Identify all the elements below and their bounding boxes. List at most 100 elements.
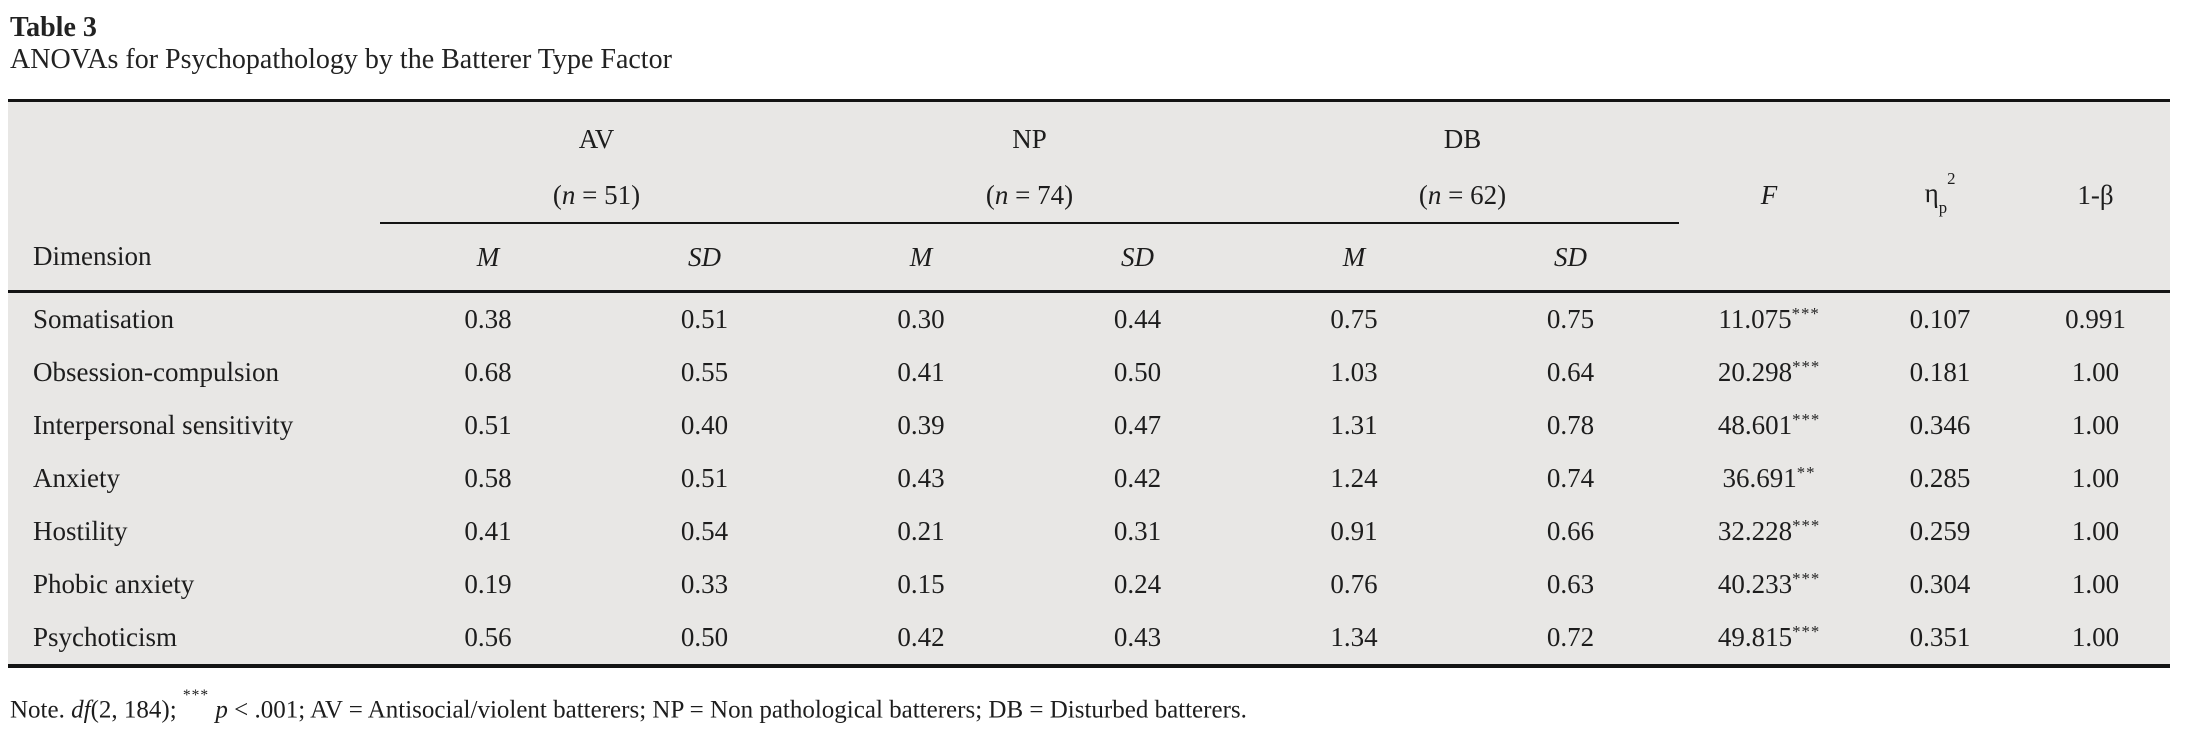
dimension-cell: Obsession-compulsion (33, 357, 279, 387)
np-sd-cell: 0.47 (1113, 410, 1162, 440)
np-m-column-header: M (813, 223, 1029, 293)
np-sd-cell: 0.44 (1113, 304, 1162, 334)
eta-squared-cell: 0.346 (1909, 410, 1971, 440)
power-cell: 1.00 (2071, 410, 2120, 440)
db-m-cell: 1.31 (1330, 410, 1378, 440)
np-m-cell: 0.39 (897, 410, 945, 440)
np-m-cell: 0.21 (897, 516, 945, 546)
np-sd-cell: 0.42 (1113, 463, 1162, 493)
av-sd-column-header: SD (596, 223, 813, 293)
av-m-cell: 0.58 (464, 463, 512, 493)
db-sd-column-header: SD (1462, 223, 1680, 293)
f-cell: 36.691** (1722, 462, 1816, 493)
power-cell: 1.00 (2071, 357, 2120, 387)
table-note: Note. df(2, 184); *** p < .001; AV = Ant… (10, 687, 1247, 724)
dimension-cell: Anxiety (33, 463, 120, 493)
f-column-header: F (1760, 180, 1778, 210)
note-df: df (71, 696, 91, 724)
av-sd-cell: 0.51 (680, 304, 729, 334)
dimension-cell: Somatisation (33, 304, 174, 334)
db-sd-cell: 0.72 (1546, 622, 1595, 652)
group-n-av: (n = 51) (380, 168, 813, 224)
f-cell: 49.815*** (1717, 621, 1821, 652)
np-sd-cell: 0.31 (1113, 516, 1162, 546)
av-sd-cell: 0.33 (680, 569, 729, 599)
db-sd-cell: 0.63 (1546, 569, 1595, 599)
np-sd-cell: 0.24 (1113, 569, 1162, 599)
table-title: ANOVAs for Psychopathology by the Batter… (10, 44, 672, 75)
eta-squared-cell: 0.259 (1909, 516, 1971, 546)
group-header-row: AV NP DB (8, 101, 2170, 169)
group-header-av: AV (578, 123, 615, 154)
table-row: Phobic anxiety 0.19 0.33 0.15 0.24 0.76 … (8, 558, 2170, 611)
power-cell: 1.00 (2071, 463, 2120, 493)
f-cell: 48.601*** (1717, 409, 1821, 440)
dimension-cell: Phobic anxiety (33, 569, 195, 599)
note-stars: *** (182, 687, 210, 705)
db-m-cell: 0.76 (1330, 569, 1378, 599)
eta-squared-cell: 0.285 (1909, 463, 1971, 493)
db-sd-cell: 0.74 (1546, 463, 1595, 493)
column-header-row: Dimension M SD M SD M SD (8, 223, 2171, 293)
np-sd-cell: 0.50 (1113, 357, 1162, 387)
np-m-cell: 0.41 (897, 357, 945, 387)
np-m-cell: 0.43 (897, 463, 945, 493)
np-sd-column-header: SD (1029, 223, 1247, 293)
table-row: Somatisation 0.38 0.51 0.30 0.44 0.75 0.… (8, 292, 2170, 347)
av-m-cell: 0.56 (464, 622, 512, 652)
db-sd-cell: 0.75 (1546, 304, 1595, 334)
f-cell: 20.298*** (1717, 356, 1821, 387)
av-m-cell: 0.41 (464, 516, 512, 546)
av-m-cell: 0.51 (464, 410, 512, 440)
av-sd-cell: 0.51 (680, 463, 729, 493)
spacer-cell (1679, 223, 2171, 293)
db-m-cell: 1.34 (1330, 622, 1378, 652)
spacer-cell (8, 101, 380, 169)
table-row: Hostility 0.41 0.54 0.21 0.31 0.91 0.66 … (8, 505, 2170, 558)
db-m-cell: 0.75 (1330, 304, 1378, 334)
table-label: Table 3 (10, 12, 97, 43)
power-cell: 1.00 (2071, 622, 2120, 652)
f-cell: 32.228*** (1717, 515, 1821, 546)
db-m-cell: 0.91 (1330, 516, 1378, 546)
group-n-np: (n = 74) (813, 168, 1247, 224)
note-label: Note. (10, 696, 72, 724)
eta-squared-cell: 0.351 (1909, 622, 1971, 652)
table-row: Anxiety 0.58 0.51 0.43 0.42 1.24 0.74 36… (8, 452, 2170, 505)
dimension-cell: Hostility (33, 516, 128, 546)
av-m-cell: 0.68 (464, 357, 512, 387)
av-sd-cell: 0.55 (680, 357, 729, 387)
f-cell: 40.233*** (1717, 568, 1821, 599)
np-m-cell: 0.30 (897, 304, 945, 334)
group-n-row: (n = 51) (n = 74) (n = 62) F ηp2 1-β (8, 168, 2170, 224)
eta-squared-cell: 0.304 (1909, 569, 1971, 599)
eta-squared-cell: 0.107 (1909, 304, 1971, 334)
table-row: Interpersonal sensitivity 0.51 0.40 0.39… (8, 399, 2170, 452)
table-row: Psychoticism 0.56 0.50 0.42 0.43 1.34 0.… (8, 611, 2170, 666)
av-sd-cell: 0.50 (680, 622, 729, 652)
power-cell: 0.991 (2065, 304, 2126, 334)
spacer-cell (1679, 101, 2170, 169)
table-caption: Table 3 ANOVAs for Psychopathology by th… (0, 0, 2187, 76)
dimension-cell: Psychoticism (33, 622, 178, 652)
group-header-np: NP (1012, 123, 1047, 154)
note-p: p (209, 696, 228, 724)
db-m-cell: 1.03 (1330, 357, 1378, 387)
np-m-cell: 0.15 (897, 569, 945, 599)
db-m-cell: 1.24 (1330, 463, 1378, 493)
group-n-db: (n = 62) (1246, 168, 1680, 224)
dimension-cell: Interpersonal sensitivity (33, 410, 294, 440)
eta-squared-column-header: ηp2 (1924, 168, 1956, 217)
power-cell: 1.00 (2071, 516, 2120, 546)
av-m-cell: 0.19 (464, 569, 512, 599)
np-m-cell: 0.42 (897, 622, 945, 652)
anova-table: AV NP DB (n = 51) (n = 74) (n = 62) F ηp… (8, 99, 2171, 668)
av-sd-cell: 0.40 (680, 410, 729, 440)
eta-squared-cell: 0.181 (1909, 357, 1971, 387)
av-sd-cell: 0.54 (680, 516, 729, 546)
group-header-db: DB (1443, 123, 1482, 154)
db-sd-cell: 0.78 (1546, 410, 1595, 440)
power-cell: 1.00 (2071, 569, 2120, 599)
db-sd-cell: 0.64 (1546, 357, 1595, 387)
